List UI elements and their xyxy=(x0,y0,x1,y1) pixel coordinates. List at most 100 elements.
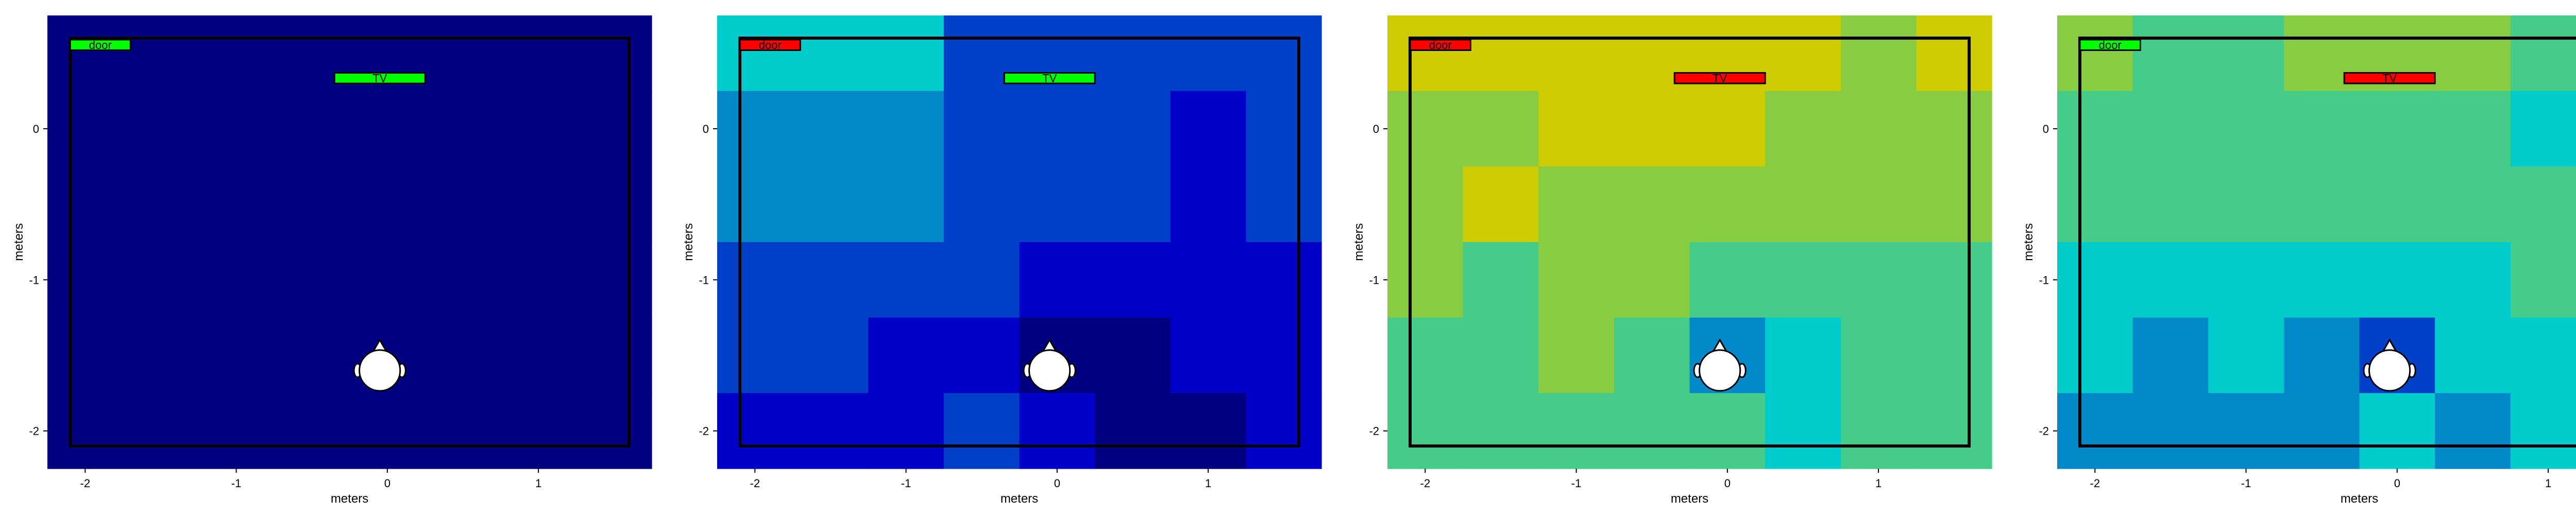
heatmap-cell xyxy=(1689,393,1766,469)
heatmap-cell xyxy=(576,15,652,92)
x-tick-label: 1 xyxy=(535,477,541,490)
heatmap-cell xyxy=(2359,91,2435,167)
heatmap-cell xyxy=(1614,317,1690,393)
heatmap-cell xyxy=(943,91,1020,243)
heatmap-cell xyxy=(717,242,793,318)
heatmap-cell xyxy=(1840,393,1917,469)
heatmap-cell xyxy=(2132,242,2209,318)
heatmap-cell xyxy=(198,91,275,243)
x-axis-label: meters xyxy=(2341,492,2378,506)
heatmap-cell xyxy=(1916,166,1992,243)
heatmap-cell xyxy=(425,15,501,92)
heatmap-cell xyxy=(1019,393,1095,469)
heatmap-cell xyxy=(792,15,869,92)
heatmap-cell xyxy=(1095,317,1171,393)
listener-head-icon xyxy=(1023,338,1076,392)
heatmap-cell xyxy=(1765,393,1841,469)
door-marker xyxy=(1409,39,1471,51)
heatmap-cell xyxy=(1095,393,1171,469)
x-tick-label: 1 xyxy=(1205,477,1211,490)
heatmap-cell xyxy=(2435,317,2511,393)
y-axis-label: meters xyxy=(12,223,26,261)
heatmap-cell xyxy=(1095,91,1171,243)
heatmap-cell xyxy=(1246,15,1322,92)
heatmap-cell xyxy=(792,91,869,243)
heatmap-cell xyxy=(717,15,793,92)
heatmap-cell xyxy=(2132,15,2209,92)
heatmap-cell xyxy=(1170,242,1246,318)
x-axis-label: meters xyxy=(1001,492,1038,506)
heatmap-cell xyxy=(1387,166,1464,243)
heatmap-cell xyxy=(47,91,124,243)
heatmap-cell xyxy=(1689,91,1766,167)
room-outline xyxy=(2078,37,2576,448)
heatmap-cell xyxy=(47,393,124,469)
y-tick-label: -2 xyxy=(2039,425,2049,438)
heatmap-cell xyxy=(1463,15,1539,92)
heatmap-cell xyxy=(2435,166,2511,243)
heatmap-cell xyxy=(1840,242,1917,318)
heatmap-cell xyxy=(500,393,577,469)
heatmap-cell xyxy=(2208,242,2284,318)
heatmap-cell xyxy=(717,393,793,469)
heatmap-cell xyxy=(943,242,1020,318)
heatmap-cell xyxy=(868,91,944,243)
heatmap-cell xyxy=(1916,393,1992,469)
heatmap-cell xyxy=(1246,317,1322,393)
heatmap-cell xyxy=(2132,393,2209,469)
door-label: door xyxy=(2099,39,2122,52)
heatmap-cell xyxy=(47,317,124,393)
heatmap-cell xyxy=(2510,91,2576,167)
heatmap-cell xyxy=(1463,317,1539,393)
heatmap-cell xyxy=(1538,393,1615,469)
tv-label: TV xyxy=(2382,72,2397,85)
tv-label: TV xyxy=(372,72,387,85)
chart-panel-3: door TV -2 -1 0 1 0 -1 -2 meters meters xyxy=(1352,15,1992,506)
room-outline xyxy=(1408,37,1971,448)
heatmap-cell xyxy=(500,15,577,92)
heatmap-cell xyxy=(1170,15,1246,92)
door-marker xyxy=(739,39,801,51)
y-tick-label: -1 xyxy=(699,273,709,286)
chart-panel-1: door TV -2 -1 0 1 0 -1 -2 meters meters xyxy=(12,15,652,506)
heatmap-cell xyxy=(1689,242,1766,318)
y-axis-label: meters xyxy=(682,223,696,261)
heatmap-cell xyxy=(47,242,124,318)
heatmap-cell xyxy=(943,317,1020,393)
heatmap-cell xyxy=(792,317,869,393)
heatmap-cell xyxy=(1916,15,1992,92)
heatmap-cell xyxy=(1387,393,1464,469)
tv-marker xyxy=(1003,72,1096,84)
heatmap-cell xyxy=(2132,317,2209,393)
heatmap-cell xyxy=(2435,15,2511,92)
heatmap-cell xyxy=(1765,91,1841,167)
heatmap-cell xyxy=(500,317,577,393)
y-axis-label: meters xyxy=(2022,223,2036,261)
heatmap-cell xyxy=(2208,166,2284,243)
heatmap-cell xyxy=(2359,242,2435,318)
heatmap-cell xyxy=(1170,91,1246,243)
heatmap-cell xyxy=(47,15,124,92)
heatmap-cell xyxy=(2435,393,2511,469)
heatmap-cell xyxy=(1840,15,1917,92)
heatmap-cell xyxy=(123,91,199,243)
y-tick-label: 0 xyxy=(2043,123,2049,135)
heatmap-cell xyxy=(1614,91,1690,167)
heatmap-cell xyxy=(1614,242,1690,318)
x-tick-label: -1 xyxy=(2241,477,2251,490)
room-outline xyxy=(68,37,631,448)
y-axis-label: meters xyxy=(1352,223,1366,261)
heatmap-cell xyxy=(274,393,350,469)
heatmap-cell xyxy=(2057,15,2133,92)
tv-marker xyxy=(1673,72,1766,84)
heatmap-cell xyxy=(1538,166,1615,243)
heatmap-cell xyxy=(198,15,275,92)
door-marker xyxy=(2079,39,2141,51)
heatmap-cell xyxy=(2510,317,2576,393)
heatmap-cell xyxy=(1840,91,1917,167)
x-tick-label: -2 xyxy=(750,477,760,490)
tv-label: TV xyxy=(1042,72,1057,85)
heatmap-cell xyxy=(1170,317,1246,393)
heatmap-cell xyxy=(1916,242,1992,318)
